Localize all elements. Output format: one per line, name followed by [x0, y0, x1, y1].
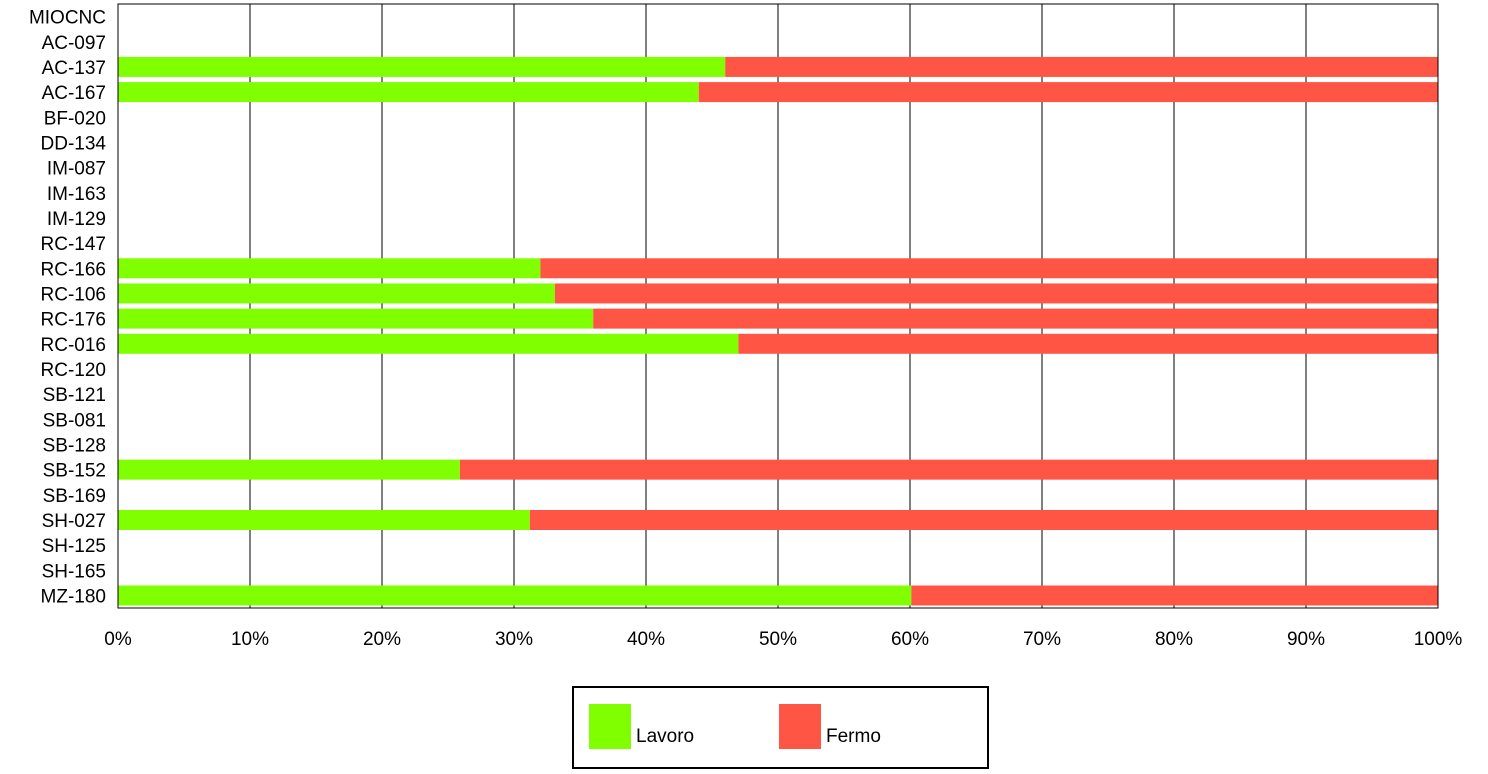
bar-fermo	[540, 258, 1438, 279]
x-tick-labels: 0% 10% 20% 30% 40% 50% 60% 70% 80% 90% 100%	[104, 629, 1462, 650]
bar-fermo	[911, 585, 1438, 606]
x-tick-label: 10%	[231, 629, 269, 650]
bar-fermo	[529, 509, 1438, 530]
category-label: SB-128	[43, 435, 106, 456]
bar-lavoro	[118, 283, 555, 304]
category-label: SB-081	[43, 410, 106, 431]
x-tick-label: 30%	[495, 629, 533, 650]
legend-swatch-lavoro	[589, 704, 631, 749]
x-tick-label: 0%	[104, 629, 132, 650]
bar-fermo	[593, 308, 1438, 329]
bar-lavoro	[118, 82, 699, 103]
category-label: SH-125	[42, 536, 106, 557]
bar-lavoro	[118, 333, 739, 354]
category-label: RC-120	[41, 360, 106, 381]
category-label: IM-129	[47, 209, 106, 230]
category-label: AC-167	[42, 83, 106, 104]
legend-label-fermo: Fermo	[826, 726, 881, 747]
category-label: RC-016	[41, 335, 106, 356]
category-label: MZ-180	[41, 586, 106, 607]
category-label: SB-169	[43, 486, 106, 507]
x-tick-label: 80%	[1155, 629, 1193, 650]
category-label: DD-134	[41, 133, 107, 154]
bar-lavoro	[118, 585, 912, 606]
grid-lines	[249, 4, 1307, 608]
category-label: IM-163	[47, 184, 106, 205]
category-label: RC-147	[41, 234, 106, 255]
category-label: AC-137	[42, 58, 106, 79]
category-labels: MIOCNC AC-097 AC-137 AC-167 BF-020 DD-134 IM-0…	[29, 8, 106, 608]
x-tick-label: 50%	[759, 629, 797, 650]
bar-fermo	[554, 283, 1438, 304]
x-tick-label: 20%	[363, 629, 401, 650]
category-label: SB-121	[43, 385, 106, 406]
bar-fermo	[738, 333, 1438, 354]
x-tick-label: 100%	[1414, 629, 1463, 650]
category-label: SB-152	[43, 461, 106, 482]
bar-fermo	[698, 82, 1438, 103]
x-tick-label: 70%	[1023, 629, 1061, 650]
plot-frame	[117, 3, 1439, 609]
bar-lavoro	[118, 308, 594, 329]
bars	[118, 56, 1438, 606]
x-tick-label: 40%	[627, 629, 665, 650]
x-tick-label: 90%	[1287, 629, 1325, 650]
bar-lavoro	[118, 459, 460, 480]
category-label: SH-165	[42, 561, 106, 582]
category-label: MIOCNC	[29, 8, 106, 29]
category-label: RC-176	[41, 310, 106, 331]
legend-swatch-fermo	[779, 704, 821, 749]
bar-lavoro	[118, 509, 530, 530]
legend: Lavoro Fermo	[572, 686, 989, 769]
bar-fermo	[459, 459, 1438, 480]
category-label: IM-087	[47, 159, 106, 180]
category-label: RC-106	[41, 284, 106, 305]
category-label: SH-027	[42, 511, 106, 532]
bar-fermo	[725, 56, 1438, 77]
category-label: BF-020	[44, 108, 106, 129]
category-label: AC-097	[42, 33, 106, 54]
bar-lavoro	[118, 258, 541, 279]
bar-lavoro	[118, 56, 726, 77]
x-tick-label: 60%	[891, 629, 929, 650]
legend-label-lavoro: Lavoro	[636, 726, 694, 747]
category-label: RC-166	[41, 259, 106, 280]
